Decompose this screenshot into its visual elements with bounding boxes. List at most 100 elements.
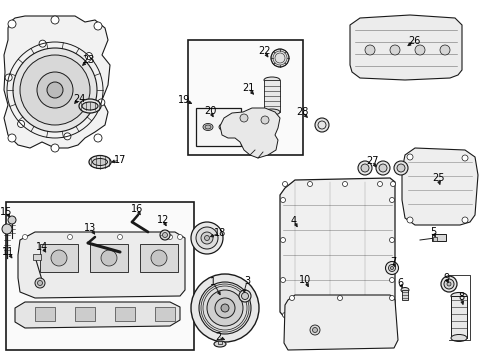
Circle shape xyxy=(94,134,102,142)
Text: 15: 15 xyxy=(0,207,12,217)
Circle shape xyxy=(390,238,394,243)
Circle shape xyxy=(221,304,229,312)
Text: 9: 9 xyxy=(443,273,449,283)
Text: 19: 19 xyxy=(178,95,190,105)
Bar xyxy=(140,244,178,272)
Circle shape xyxy=(386,261,398,274)
Circle shape xyxy=(20,55,90,125)
Circle shape xyxy=(415,45,425,55)
Circle shape xyxy=(261,116,269,124)
Circle shape xyxy=(101,250,117,266)
Circle shape xyxy=(407,217,413,223)
Polygon shape xyxy=(220,108,280,158)
Circle shape xyxy=(441,276,457,292)
Text: 8: 8 xyxy=(458,292,464,302)
Circle shape xyxy=(38,280,43,285)
Circle shape xyxy=(47,82,63,98)
Circle shape xyxy=(35,278,45,288)
Circle shape xyxy=(8,20,16,28)
Ellipse shape xyxy=(214,341,226,347)
Text: 12: 12 xyxy=(157,215,169,225)
Ellipse shape xyxy=(401,288,409,292)
Polygon shape xyxy=(402,148,478,225)
Bar xyxy=(155,307,175,321)
Circle shape xyxy=(391,181,395,186)
Circle shape xyxy=(160,230,170,240)
Text: 22: 22 xyxy=(258,46,270,56)
Text: 14: 14 xyxy=(36,242,48,252)
Bar xyxy=(218,341,222,344)
Text: 27: 27 xyxy=(366,156,378,166)
Circle shape xyxy=(377,312,383,318)
Circle shape xyxy=(390,278,394,283)
Text: 18: 18 xyxy=(214,228,226,238)
Circle shape xyxy=(280,278,286,283)
Circle shape xyxy=(394,161,408,175)
Circle shape xyxy=(308,312,313,318)
Ellipse shape xyxy=(205,125,211,129)
Circle shape xyxy=(39,40,46,47)
Ellipse shape xyxy=(93,158,107,166)
Circle shape xyxy=(313,328,318,333)
Text: 1: 1 xyxy=(210,277,216,287)
Text: 2: 2 xyxy=(215,332,221,342)
Ellipse shape xyxy=(451,334,467,342)
Text: 23: 23 xyxy=(82,55,94,65)
Circle shape xyxy=(151,250,167,266)
Circle shape xyxy=(379,164,387,172)
Circle shape xyxy=(207,290,243,326)
Circle shape xyxy=(462,217,468,223)
Circle shape xyxy=(177,234,182,239)
Text: 28: 28 xyxy=(296,107,308,117)
Circle shape xyxy=(240,114,248,122)
Text: 25: 25 xyxy=(432,173,444,183)
Circle shape xyxy=(68,234,73,239)
Circle shape xyxy=(280,198,286,202)
Circle shape xyxy=(18,121,24,127)
Circle shape xyxy=(191,274,259,342)
Circle shape xyxy=(163,233,168,238)
Text: 4: 4 xyxy=(291,216,297,226)
Circle shape xyxy=(444,279,454,289)
Circle shape xyxy=(242,292,248,300)
Circle shape xyxy=(98,99,105,106)
Ellipse shape xyxy=(203,123,213,130)
Circle shape xyxy=(199,282,251,334)
Circle shape xyxy=(283,181,288,186)
Text: 26: 26 xyxy=(408,36,420,46)
Circle shape xyxy=(407,154,413,160)
Bar xyxy=(90,244,128,272)
Bar xyxy=(432,234,446,241)
Ellipse shape xyxy=(219,123,229,130)
Bar xyxy=(196,108,241,146)
Circle shape xyxy=(290,296,294,301)
Circle shape xyxy=(343,181,347,186)
Circle shape xyxy=(13,48,97,132)
Circle shape xyxy=(196,227,218,249)
Polygon shape xyxy=(15,302,180,328)
Circle shape xyxy=(440,45,450,55)
Circle shape xyxy=(308,181,313,186)
Circle shape xyxy=(94,22,102,30)
Ellipse shape xyxy=(264,109,280,115)
Circle shape xyxy=(215,298,235,318)
Bar xyxy=(264,80,280,112)
Circle shape xyxy=(85,53,93,59)
Circle shape xyxy=(365,45,375,55)
Text: 16: 16 xyxy=(131,204,143,214)
Ellipse shape xyxy=(89,156,111,168)
Bar xyxy=(433,237,437,241)
Circle shape xyxy=(397,164,405,172)
Ellipse shape xyxy=(451,292,467,300)
Circle shape xyxy=(51,144,59,152)
Circle shape xyxy=(51,16,59,24)
Ellipse shape xyxy=(221,125,227,129)
Ellipse shape xyxy=(82,102,98,110)
Circle shape xyxy=(376,161,390,175)
Text: 20: 20 xyxy=(204,106,216,116)
Circle shape xyxy=(390,45,400,55)
Text: 17: 17 xyxy=(114,155,126,165)
Circle shape xyxy=(168,234,172,239)
Circle shape xyxy=(8,216,16,224)
Polygon shape xyxy=(4,16,110,148)
